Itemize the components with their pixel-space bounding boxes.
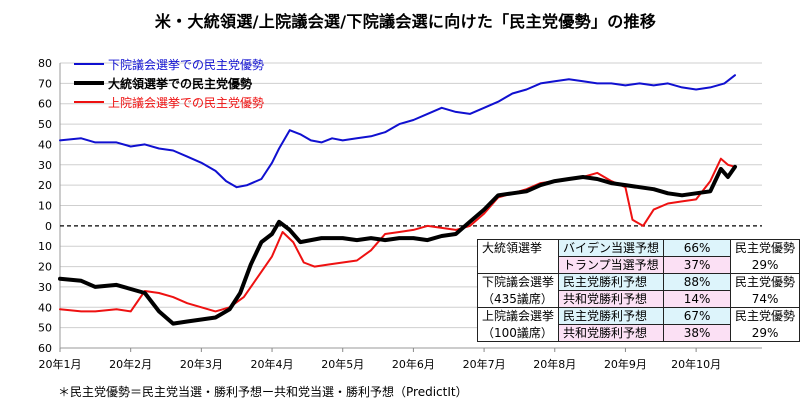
legend-label: 下院議会選挙での民主党優勢 — [108, 57, 264, 72]
summary-value: 29% — [730, 324, 801, 342]
race-name: 下院議会選挙 — [476, 273, 560, 291]
summary-value: 29% — [730, 256, 801, 274]
y-tick-label: 30 — [38, 281, 52, 294]
y-tick-label: 50 — [38, 322, 52, 335]
y-tick-label: 10 — [38, 200, 52, 213]
table-row: 下院議会選挙 民主党勝利予想 88% 民主党優勢 — [476, 273, 801, 291]
prediction-value: 88% — [663, 273, 732, 291]
prediction-label: 共和党勝利予想 — [558, 324, 665, 342]
y-tick-label: 20 — [38, 179, 52, 192]
race-subtitle — [476, 256, 560, 274]
prediction-table: 大統領選挙 バイデン当選予想 66% 民主党優勢 トランプ当選予想 37% 29… — [476, 239, 801, 342]
chart-title: 米・大統領選/上院議会選/下院議会選に向けた「民主党優勢」の推移 — [154, 12, 657, 31]
prediction-value: 66% — [663, 239, 732, 257]
y-tick-label: 50 — [38, 118, 52, 131]
summary-label: 民主党優勢 — [730, 273, 801, 291]
series-line-house — [59, 74, 736, 189]
y-tick-label: 60 — [38, 98, 52, 111]
legend-label: 大統領選挙での民主党優勢 — [108, 76, 252, 91]
x-tick-label: 20年4月 — [251, 357, 294, 371]
y-tick-label: 0 — [45, 220, 52, 233]
y-tick-label: 60 — [38, 342, 52, 355]
summary-label: 民主党優勢 — [730, 239, 801, 257]
table-row: トランプ当選予想 37% 29% — [476, 256, 801, 274]
prediction-value: 38% — [663, 324, 732, 342]
x-tick-label: 20年3月 — [180, 357, 223, 371]
prediction-label: バイデン当選予想 — [558, 239, 665, 257]
y-tick-label: 70 — [38, 77, 52, 90]
x-tick-label: 20年2月 — [109, 357, 152, 371]
x-tick-label: 20年1月 — [39, 357, 82, 371]
summary-value: 74% — [730, 290, 801, 308]
race-subtitle: （435議席） — [476, 290, 560, 308]
table-row: 上院議会選挙 民主党勝利予想 67% 民主党優勢 — [476, 307, 801, 325]
x-tick-label: 20年5月 — [321, 357, 364, 371]
y-tick-label: 40 — [38, 301, 52, 314]
prediction-label: 共和党勝利予想 — [558, 290, 665, 308]
race-name: 上院議会選挙 — [476, 307, 560, 325]
prediction-value: 67% — [663, 307, 732, 325]
y-tick-label: 30 — [38, 159, 52, 172]
prediction-label: 民主党勝利予想 — [558, 307, 665, 325]
series-line-senate — [59, 157, 736, 313]
footnote: ＊民主党優勢＝民主党当選・勝利予想ー共和党当選・勝利予想（PredictIt） — [58, 385, 468, 399]
table-row: 大統領選挙 バイデン当選予想 66% 民主党優勢 — [476, 239, 801, 257]
y-tick-label: 20 — [38, 261, 52, 274]
table-row: （435議席） 共和党勝利予想 14% 74% — [476, 290, 801, 308]
y-tick-label: 40 — [38, 138, 52, 151]
race-subtitle: （100議席） — [476, 324, 560, 342]
prediction-value: 14% — [663, 290, 732, 308]
y-tick-label: 80 — [38, 57, 52, 70]
x-tick-label: 20年8月 — [533, 357, 576, 371]
prediction-value: 37% — [663, 256, 732, 274]
x-tick-label: 20年10月 — [671, 357, 721, 371]
x-tick-label: 20年9月 — [604, 357, 647, 371]
series-line-president — [58, 164, 737, 326]
y-axis-ticks: 80 70 60 50 40 30 20 10 0 10 20 30 40 50 60 — [38, 57, 52, 355]
summary-label: 民主党優勢 — [730, 307, 801, 325]
table-row: （100議席） 共和党勝利予想 38% 29% — [476, 324, 801, 342]
series-lines — [58, 74, 737, 326]
x-axis-ticks: 20年1月 20年2月 20年3月 20年4月 20年5月 20年6月 20年7月 20年8月… — [39, 348, 721, 371]
x-tick-label: 20年6月 — [392, 357, 435, 371]
legend-label: 上院議会選挙での民主党優勢 — [108, 95, 264, 110]
race-name: 大統領選挙 — [476, 239, 560, 257]
prediction-label: トランプ当選予想 — [558, 256, 665, 274]
prediction-label: 民主党勝利予想 — [558, 273, 665, 291]
y-tick-label: 10 — [38, 240, 52, 253]
x-tick-label: 20年7月 — [463, 357, 506, 371]
